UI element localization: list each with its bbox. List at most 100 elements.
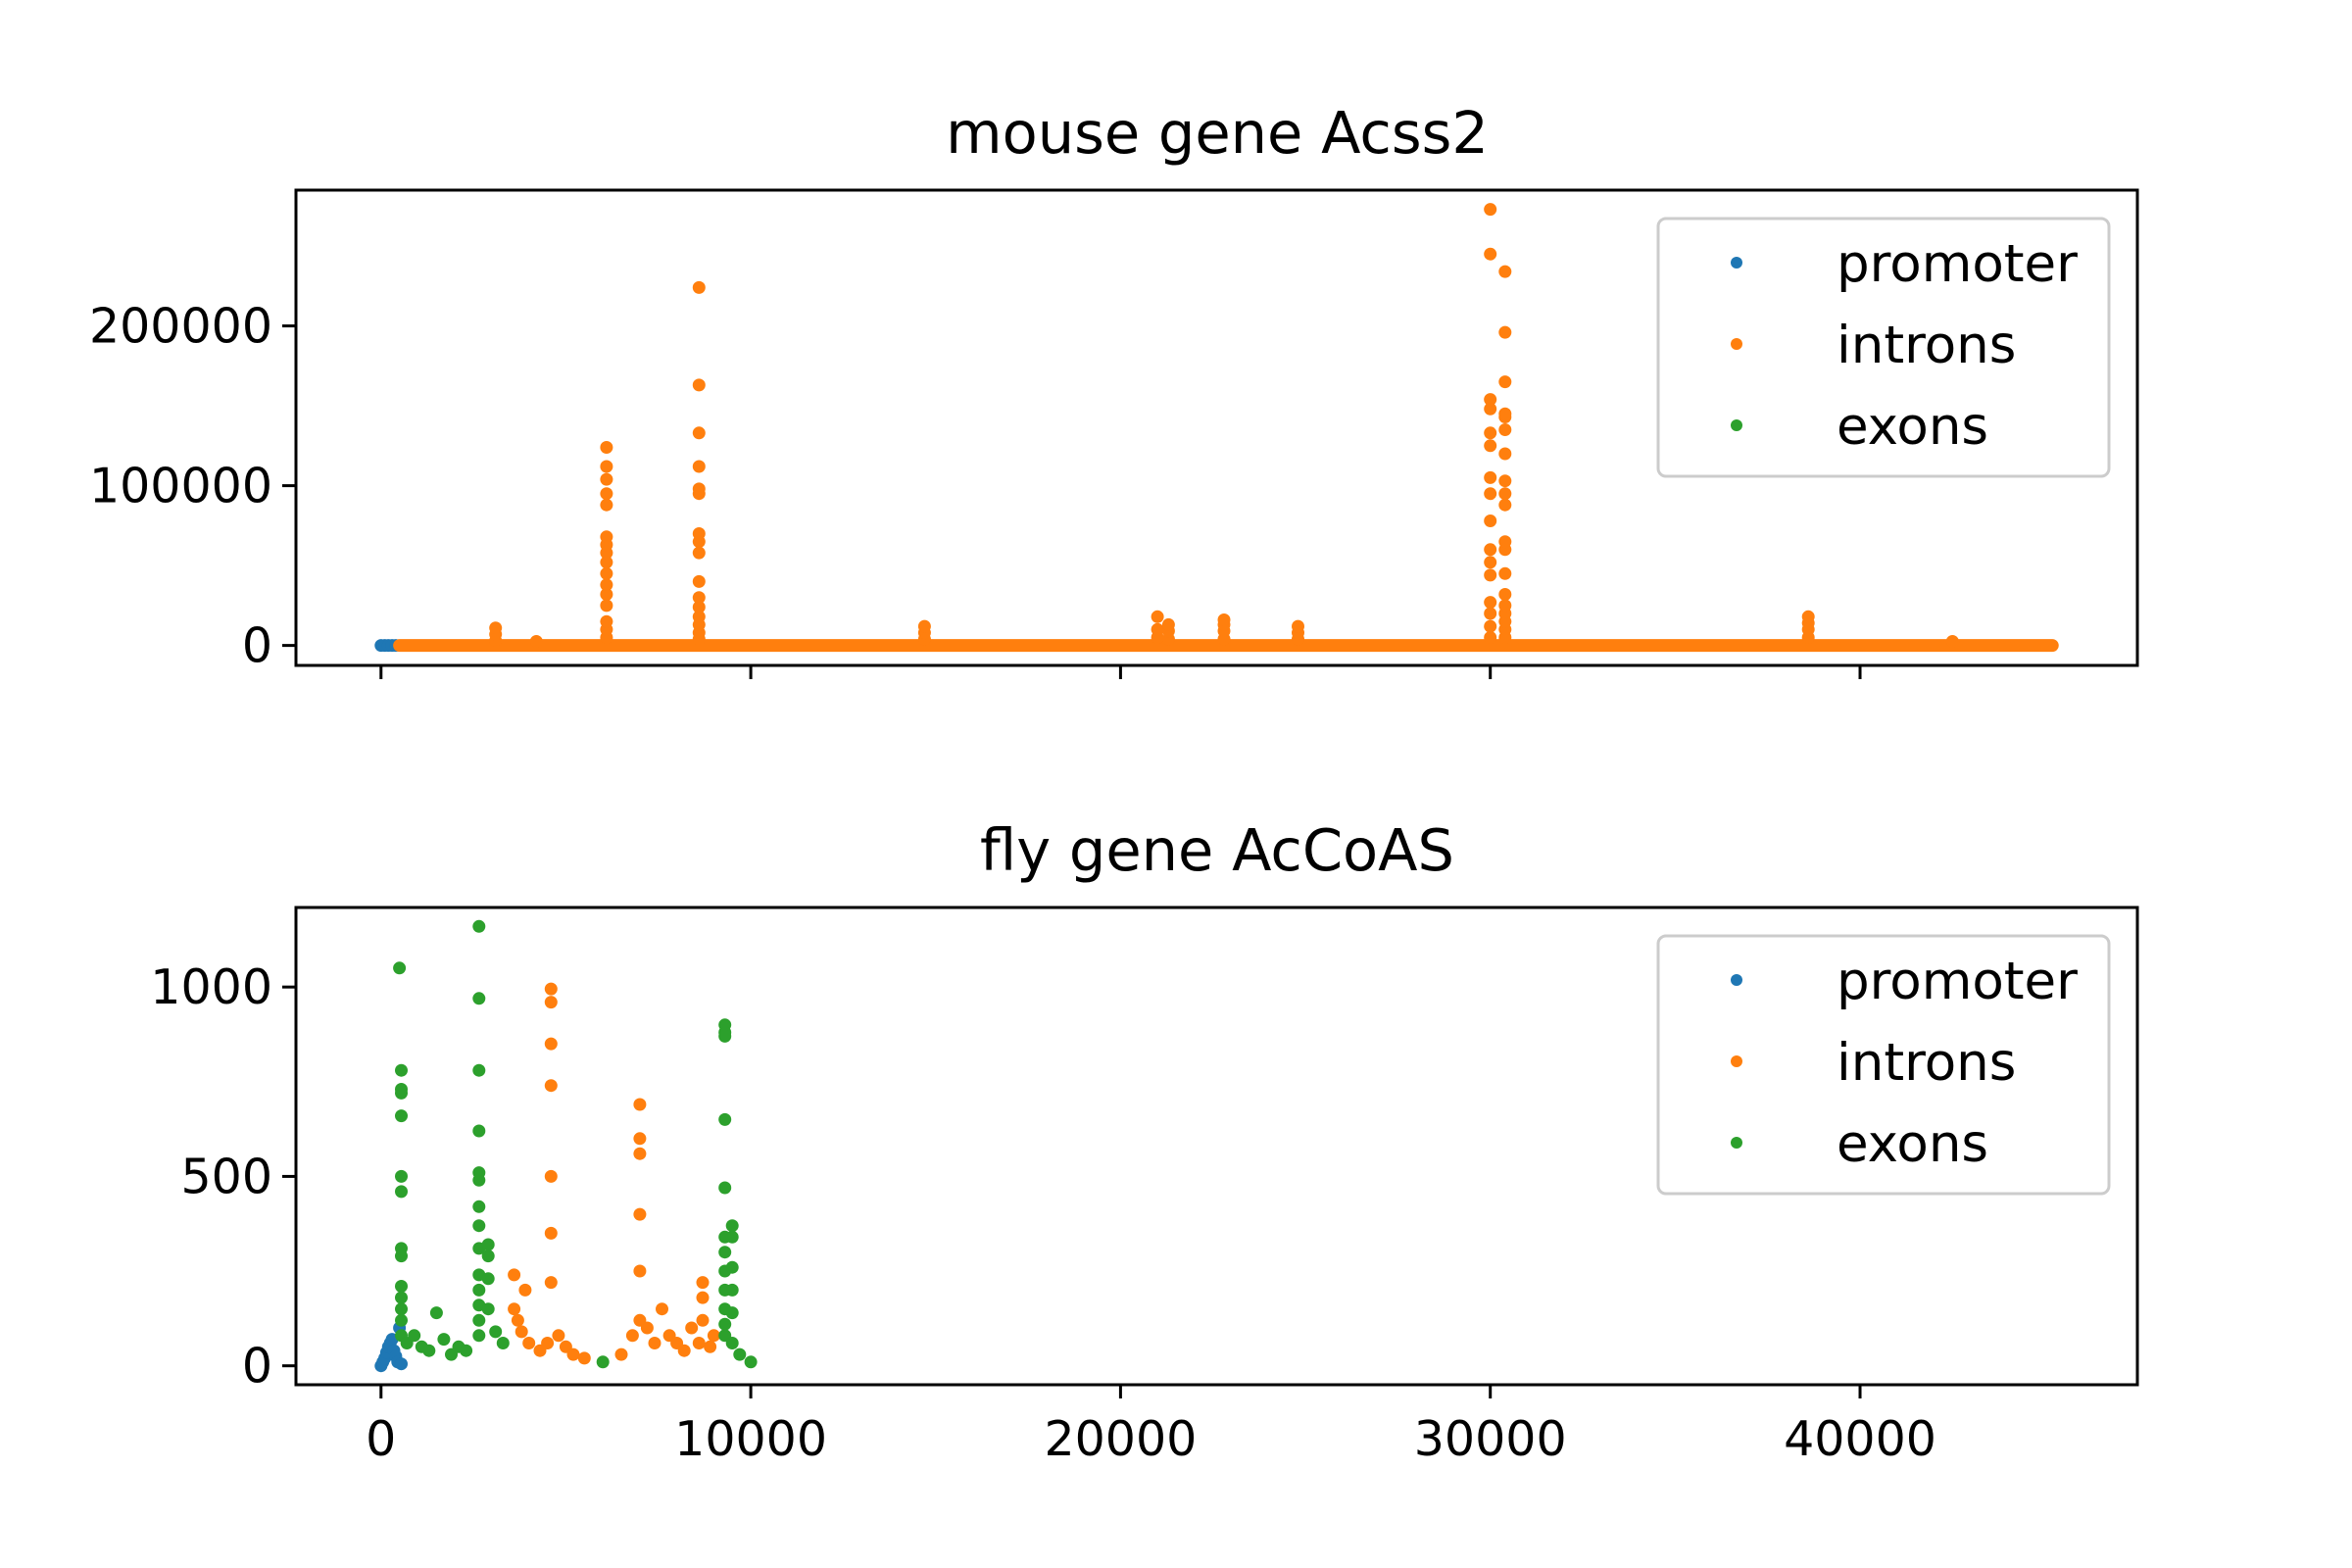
fly-legend-marker-promoter xyxy=(1731,974,1742,986)
mouse-introns-point xyxy=(692,280,706,294)
fly-introns-point xyxy=(508,1268,521,1282)
fly-introns-point xyxy=(696,1276,710,1290)
mouse-introns-point xyxy=(600,441,613,454)
mouse-introns-point xyxy=(1498,566,1512,580)
fly-y-tick-label: 1000 xyxy=(150,959,272,1015)
mouse-introns-point xyxy=(1484,556,1497,569)
mouse-chart-title: mouse gene Acss2 xyxy=(946,99,1489,167)
mouse-y-tick-label: 0 xyxy=(242,618,272,674)
mouse-introns-point xyxy=(1484,596,1497,610)
fly-exons-point xyxy=(725,1230,739,1244)
fly-introns-point xyxy=(552,1329,565,1343)
fly-exons-point xyxy=(460,1344,473,1357)
fly-exons-point xyxy=(472,919,486,933)
fly-chart-panel: fly gene AcCoAS 0 10000 20000 30000 40000 0 50… xyxy=(150,816,2139,1467)
mouse-introns-point xyxy=(1498,447,1512,461)
mouse-introns-point xyxy=(600,556,613,569)
fly-exons-point xyxy=(718,1181,732,1195)
mouse-introns-point xyxy=(489,621,503,635)
fly-y-tick-label: 0 xyxy=(242,1339,272,1395)
mouse-introns-point xyxy=(1292,619,1304,633)
fly-exons-point xyxy=(472,1124,486,1138)
mouse-plot-area: 0 100000 200000 xyxy=(89,203,2059,679)
fly-exons-point xyxy=(395,1063,408,1077)
fly-exons-point xyxy=(489,1325,503,1339)
mouse-introns-point xyxy=(1484,514,1497,527)
fly-exons-point xyxy=(395,1185,408,1199)
fly-exons-point xyxy=(725,1283,739,1297)
fly-introns-point xyxy=(707,1329,720,1343)
fly-legend-marker-introns xyxy=(1731,1055,1742,1067)
mouse-introns-point xyxy=(692,574,706,588)
mouse-legend-label-exons: exons xyxy=(1837,397,1988,457)
mouse-introns-point xyxy=(1484,619,1497,633)
mouse-introns-point xyxy=(1498,407,1512,420)
mouse-introns-point xyxy=(1151,622,1164,636)
fly-introns-point xyxy=(508,1302,521,1316)
fly-legend-label-introns: introns xyxy=(1837,1033,2016,1093)
mouse-introns-point xyxy=(692,378,706,392)
fly-exons-point xyxy=(725,1306,739,1320)
fly-x-tick-label: 20000 xyxy=(1044,1411,1197,1467)
mouse-introns-point xyxy=(1498,498,1512,512)
mouse-introns-point xyxy=(1498,375,1512,389)
mouse-introns-point xyxy=(600,578,613,592)
mouse-axes-frame xyxy=(294,188,2139,667)
fly-exons-point xyxy=(472,1329,486,1343)
fly-exons-point xyxy=(481,1302,495,1316)
mouse-introns-point xyxy=(917,619,931,633)
mouse-y-tick-label: 200000 xyxy=(89,299,272,355)
fly-exons-point xyxy=(718,1029,732,1043)
fly-introns-point xyxy=(640,1321,654,1335)
mouse-introns-point xyxy=(1498,423,1512,436)
fly-exons-point xyxy=(472,1283,486,1297)
fly-introns-point xyxy=(541,1337,555,1349)
mouse-introns-point xyxy=(692,527,706,540)
mouse-introns-point xyxy=(1498,487,1512,501)
fly-introns-point xyxy=(696,1291,710,1304)
fly-exons-point xyxy=(395,1169,408,1183)
mouse-introns-point xyxy=(600,472,613,486)
fly-exons-point xyxy=(481,1238,495,1251)
fly-introns-point xyxy=(625,1329,639,1343)
fly-exons-point xyxy=(718,1112,732,1126)
mouse-introns-point xyxy=(600,487,613,501)
fly-introns-point xyxy=(696,1313,710,1327)
mouse-introns-point xyxy=(600,566,613,580)
fly-legend-box xyxy=(1656,934,2111,1196)
fly-x-tick-label: 30000 xyxy=(1414,1411,1567,1467)
fly-introns-point xyxy=(566,1348,580,1361)
mouse-introns-point xyxy=(692,426,706,440)
mouse-introns-point xyxy=(1151,610,1164,623)
mouse-introns-point xyxy=(1484,402,1497,416)
mouse-introns-point xyxy=(692,601,706,613)
fly-exons-point xyxy=(437,1333,451,1347)
fly-legend-label-promoter: promoter xyxy=(1837,952,2078,1011)
fly-axes-frame xyxy=(294,906,2139,1387)
fly-introns-point xyxy=(544,1169,558,1183)
mouse-introns-point xyxy=(1484,487,1497,501)
mouse-introns-point xyxy=(1484,607,1497,620)
fly-exons-point xyxy=(393,961,407,975)
fly-exons-point xyxy=(718,1246,732,1259)
fly-exons-point xyxy=(395,1291,408,1304)
fly-exons-point xyxy=(395,1313,408,1327)
fly-introns-point xyxy=(633,1098,647,1111)
mouse-introns-point xyxy=(1945,635,1959,648)
fly-exons-point xyxy=(429,1306,443,1320)
fly-introns-point xyxy=(544,996,558,1009)
fly-exons-point xyxy=(481,1250,495,1263)
fly-introns-point xyxy=(544,1079,558,1093)
mouse-introns-point xyxy=(1498,265,1512,278)
fly-legend: promoter introns exons xyxy=(1656,934,2111,1196)
fly-exons-point xyxy=(395,1109,408,1123)
fly-introns-point xyxy=(633,1147,647,1160)
fly-introns-point xyxy=(633,1264,647,1278)
fly-introns-point xyxy=(577,1351,591,1365)
fly-exons-point xyxy=(472,1313,486,1327)
fly-exons-point xyxy=(395,1302,408,1316)
fly-x-tick-label: 10000 xyxy=(674,1411,827,1467)
mouse-introns-point xyxy=(692,610,706,623)
fly-exons-point xyxy=(395,1280,408,1293)
